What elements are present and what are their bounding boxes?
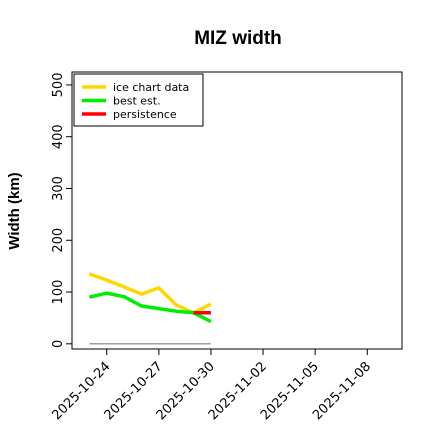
series-line-best-est-	[88, 291, 212, 324]
legend-label: ice chart data	[113, 81, 189, 94]
y-tick-label: 100	[51, 280, 66, 305]
x-axis: 2025-10-242025-10-272025-10-302025-11-02…	[50, 349, 374, 423]
plot-series	[88, 272, 212, 345]
y-tick-label: 500	[51, 73, 66, 98]
y-axis-label: Width (km)	[6, 172, 23, 249]
legend-label: persistence	[113, 108, 177, 121]
y-axis: 0 100 200 300 400 500	[51, 73, 72, 348]
plot-area-frame	[71, 71, 403, 350]
y-tick-label: 0	[51, 340, 66, 348]
legend-label: best est.	[113, 95, 161, 108]
y-tick-label: 400	[51, 124, 66, 149]
chart-title: MIZ width	[194, 28, 282, 49]
y-tick-label: 300	[51, 176, 66, 201]
y-tick-label: 200	[51, 228, 66, 253]
